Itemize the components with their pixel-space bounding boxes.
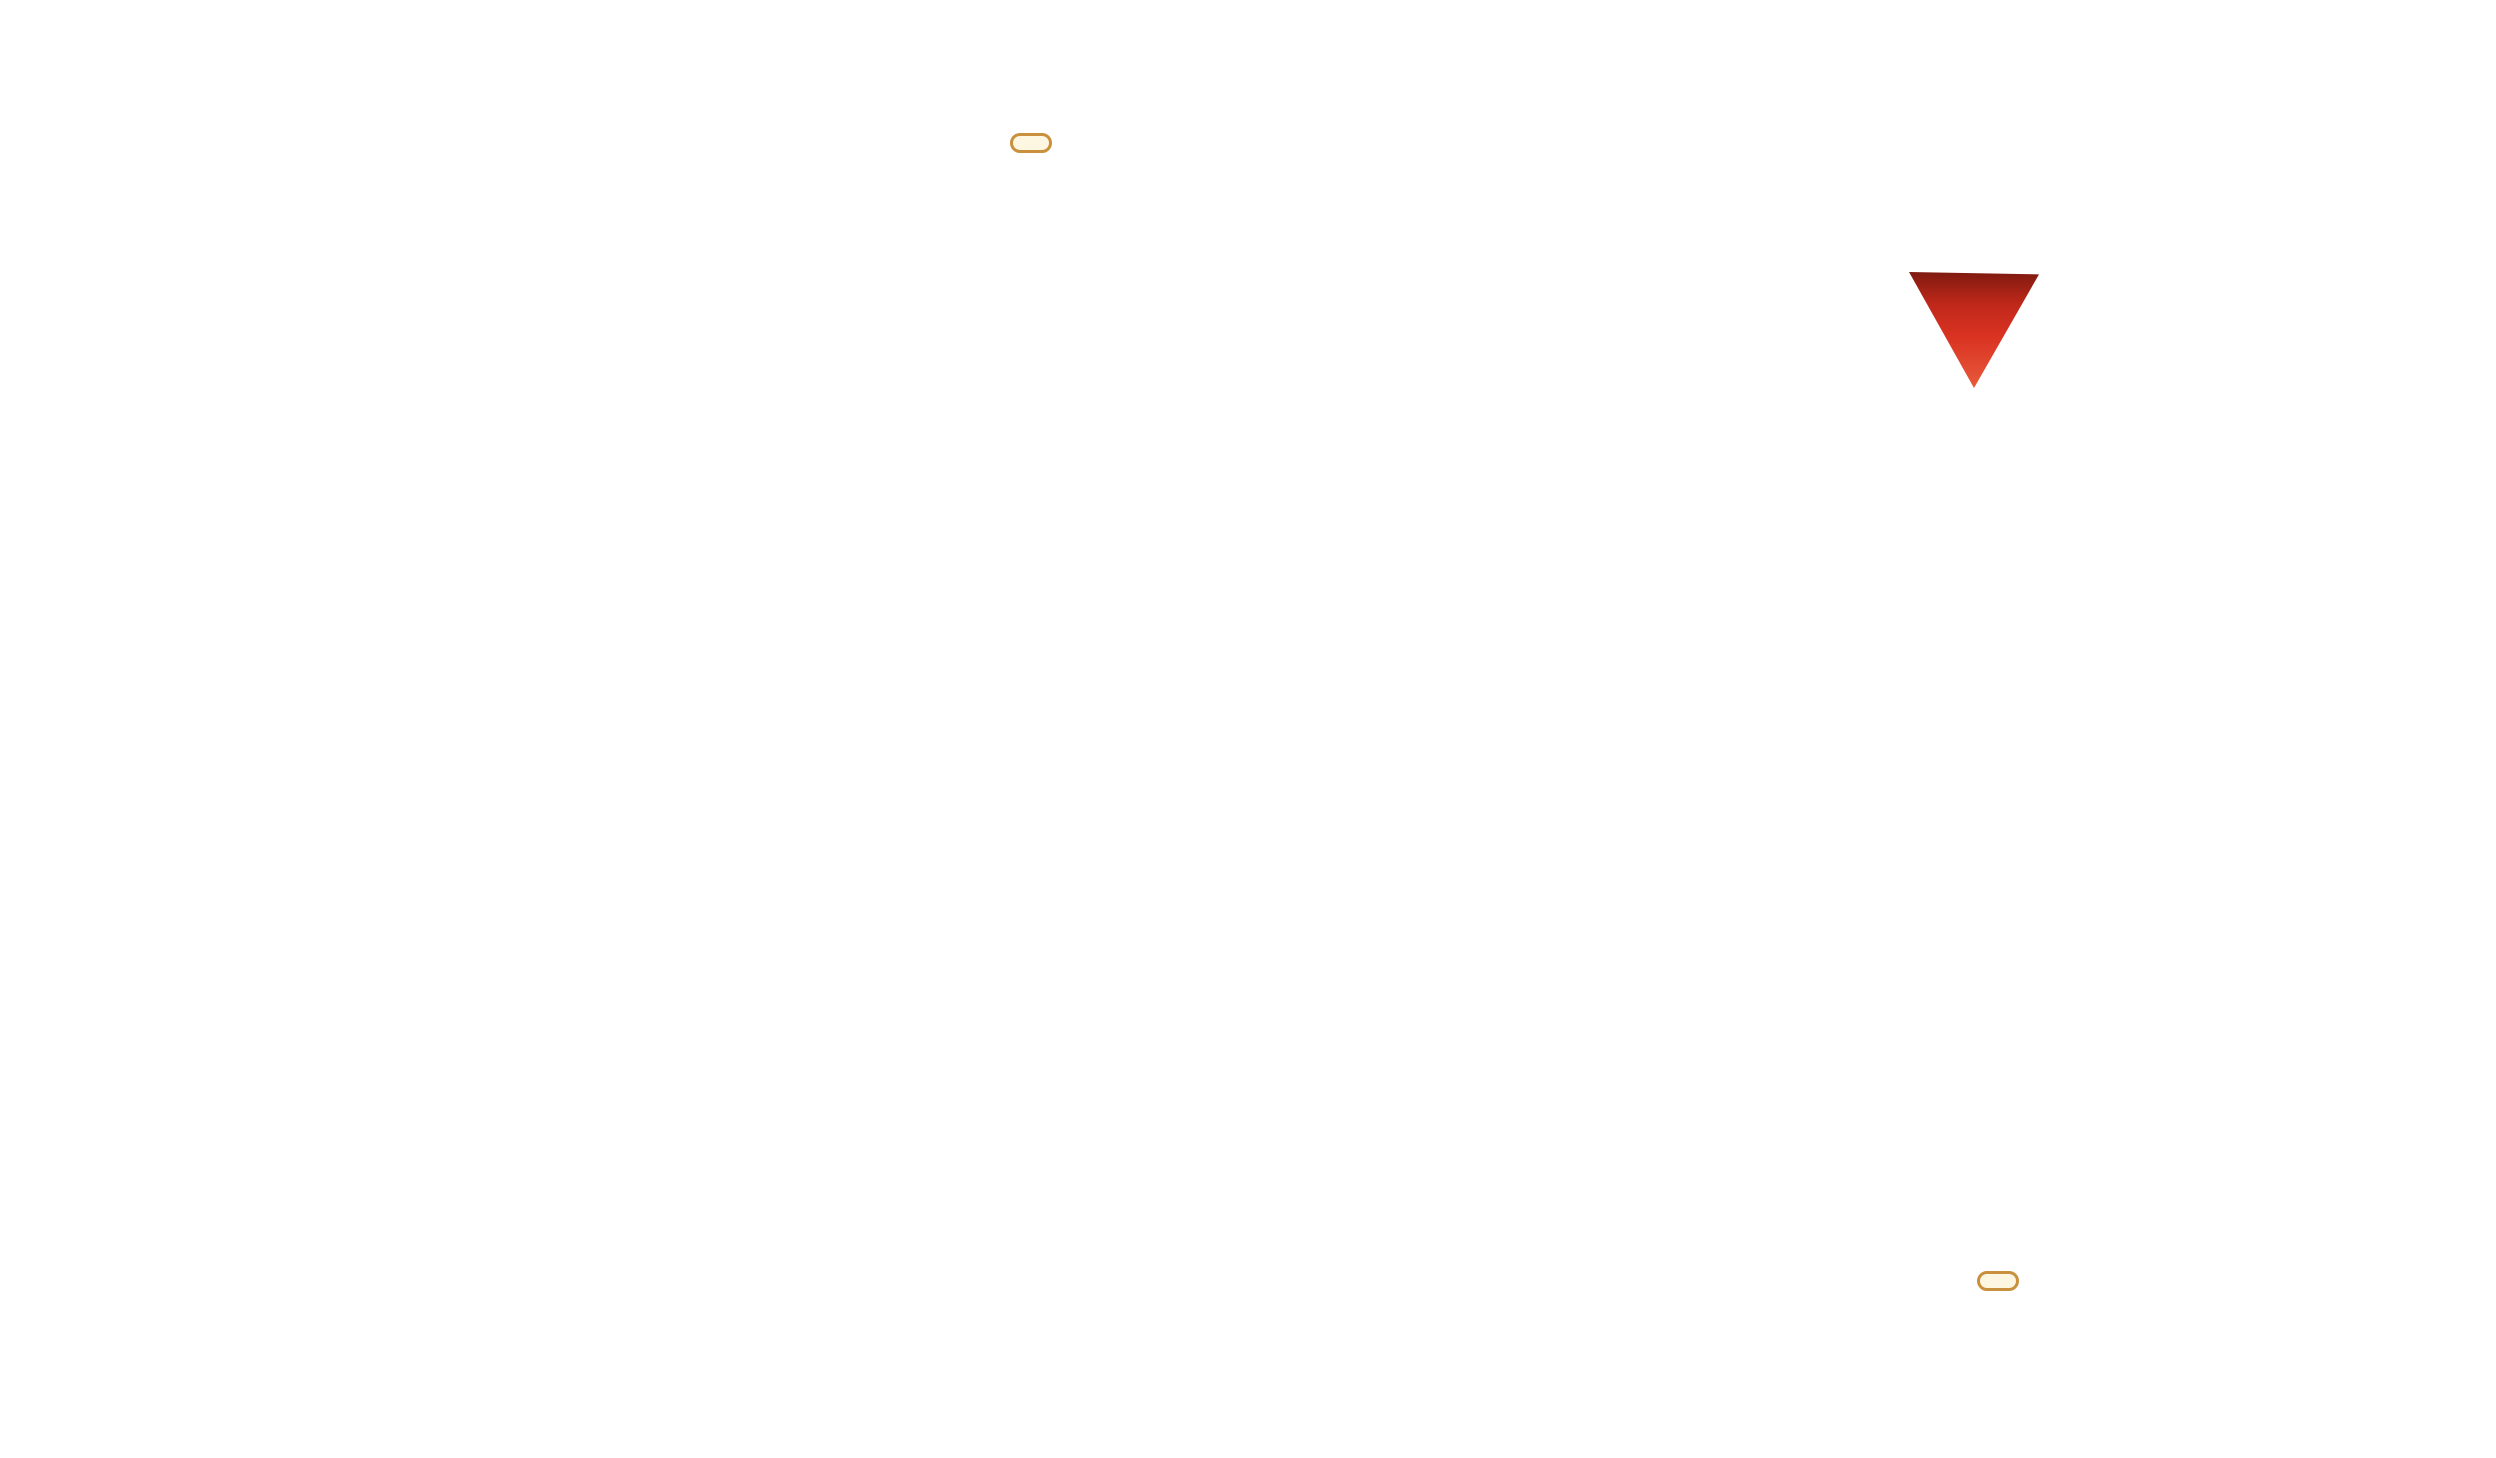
annotation-all-time-peak [1010,133,1052,153]
annotation-40yr-low [1977,1271,2019,1291]
chart-header [0,6,2370,16]
